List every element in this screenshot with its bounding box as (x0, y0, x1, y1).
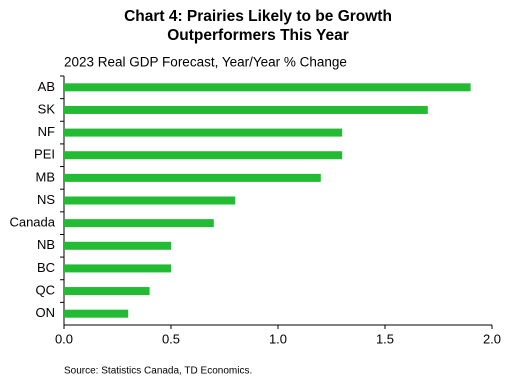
x-tick-label: 0.0 (55, 331, 73, 346)
x-tick-label: 2.0 (483, 331, 501, 346)
bar (64, 105, 428, 114)
x-tick-label: 1.5 (376, 331, 394, 346)
y-tick-label: NS (37, 192, 55, 207)
y-tick-label: NB (37, 237, 55, 252)
y-tick-label: SK (38, 101, 56, 116)
bar (64, 219, 214, 228)
source-note: Source: Statistics Canada, TD Economics. (64, 366, 252, 377)
bar (64, 309, 129, 318)
y-tick-label: ON (36, 305, 56, 320)
y-tick-label: NF (38, 124, 55, 139)
y-tick-label: AB (38, 79, 55, 94)
chart-title: Chart 4: Prairies Likely to be Growth (124, 8, 392, 25)
bar (64, 287, 150, 296)
x-tick-label: 1.0 (269, 331, 287, 346)
y-tick-label: PEI (34, 147, 55, 162)
y-tick-label: MB (36, 169, 56, 184)
y-tick-label: QC (36, 282, 56, 297)
bar (64, 83, 471, 92)
chart-subtitle: 2023 Real GDP Forecast, Year/Year % Chan… (64, 55, 347, 70)
bar (64, 196, 236, 205)
y-tick-label: Canada (9, 215, 55, 230)
y-tick-label: BC (37, 260, 55, 275)
bar (64, 128, 343, 137)
bar (64, 264, 171, 273)
chart-title: Outperformers This Year (167, 27, 348, 44)
bar (64, 151, 343, 160)
bar (64, 241, 171, 250)
x-tick-label: 0.5 (162, 331, 180, 346)
bar (64, 173, 321, 182)
